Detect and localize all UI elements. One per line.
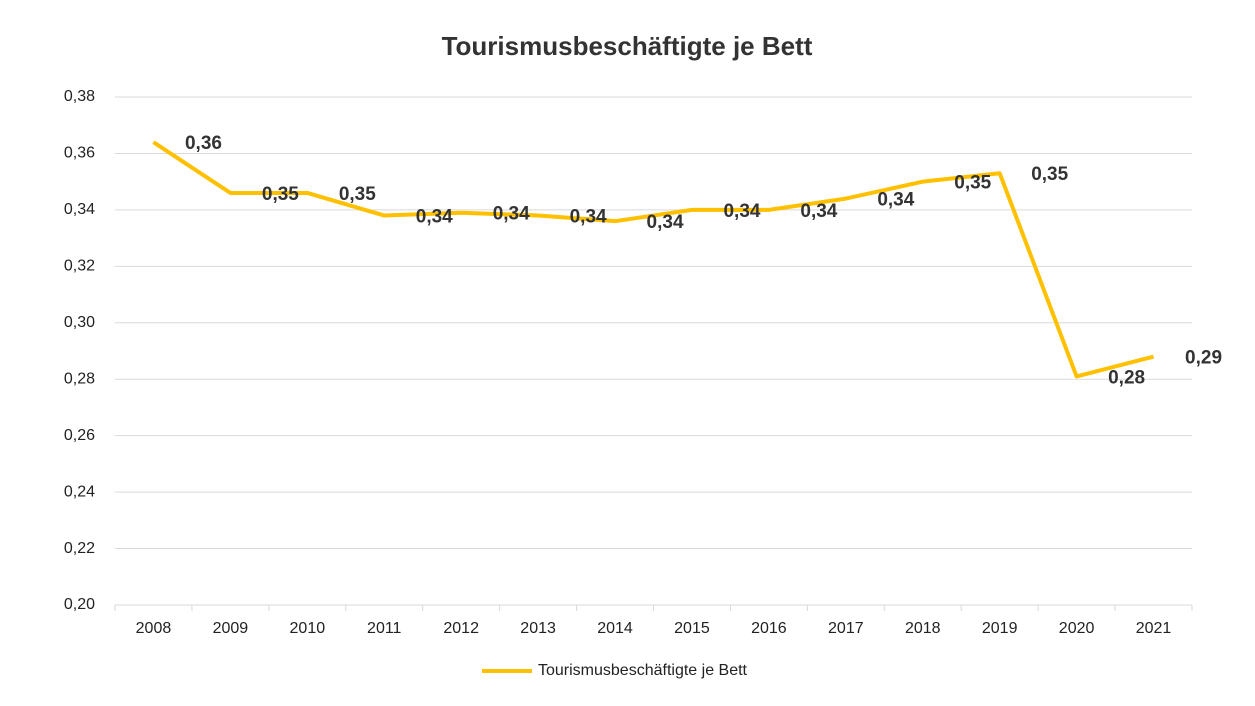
- data-label: 0,35: [339, 184, 376, 205]
- x-tick-label: 2015: [674, 620, 710, 637]
- data-label: 0,34: [800, 201, 837, 222]
- x-tick-label: 2012: [443, 620, 479, 637]
- x-tick-label: 2013: [520, 620, 556, 637]
- data-label: 0,34: [493, 204, 530, 225]
- data-label: 0,34: [877, 190, 914, 211]
- y-tick-label: 0,28: [64, 370, 95, 387]
- x-tick-label: 2014: [597, 620, 633, 637]
- legend-label: Tourismusbeschäftigte je Bett: [538, 662, 748, 679]
- x-tick-label: 2017: [828, 620, 864, 637]
- y-tick-label: 0,30: [64, 314, 95, 331]
- x-tick-label: 2016: [751, 620, 787, 637]
- x-tick-label: 2011: [367, 620, 402, 637]
- y-tick-label: 0,32: [64, 258, 95, 275]
- y-tick-label: 0,36: [64, 145, 95, 162]
- y-tick-label: 0,26: [64, 427, 95, 444]
- data-label: 0,35: [262, 184, 299, 205]
- x-tick-label: 2020: [1059, 620, 1095, 637]
- data-label: 0,35: [1031, 164, 1068, 185]
- data-label: 0,29: [1185, 348, 1222, 369]
- y-tick-label: 0,34: [64, 201, 95, 218]
- y-tick-label: 0,22: [64, 540, 95, 557]
- y-tick-label: 0,38: [64, 88, 95, 105]
- data-label: 0,36: [185, 133, 222, 154]
- y-tick-label: 0,24: [64, 483, 95, 500]
- x-tick-label: 2019: [982, 620, 1018, 637]
- data-line: [152, 140, 1155, 379]
- x-tick-label: 2018: [905, 620, 941, 637]
- data-label: 0,34: [647, 212, 684, 233]
- chart-title: Tourismusbeschäftigte je Bett: [442, 31, 813, 61]
- data-label: 0,34: [723, 201, 760, 222]
- y-tick-label: 0,20: [64, 596, 95, 613]
- x-tick-label: 2008: [136, 620, 172, 637]
- data-label: 0,34: [570, 207, 607, 228]
- data-label: 0,34: [416, 207, 453, 228]
- x-tick-label: 2009: [213, 620, 249, 637]
- x-tick-label: 2021: [1136, 620, 1172, 637]
- x-tick-label: 2010: [290, 620, 326, 637]
- data-label: 0,35: [954, 173, 991, 194]
- data-label: 0,28: [1108, 367, 1145, 388]
